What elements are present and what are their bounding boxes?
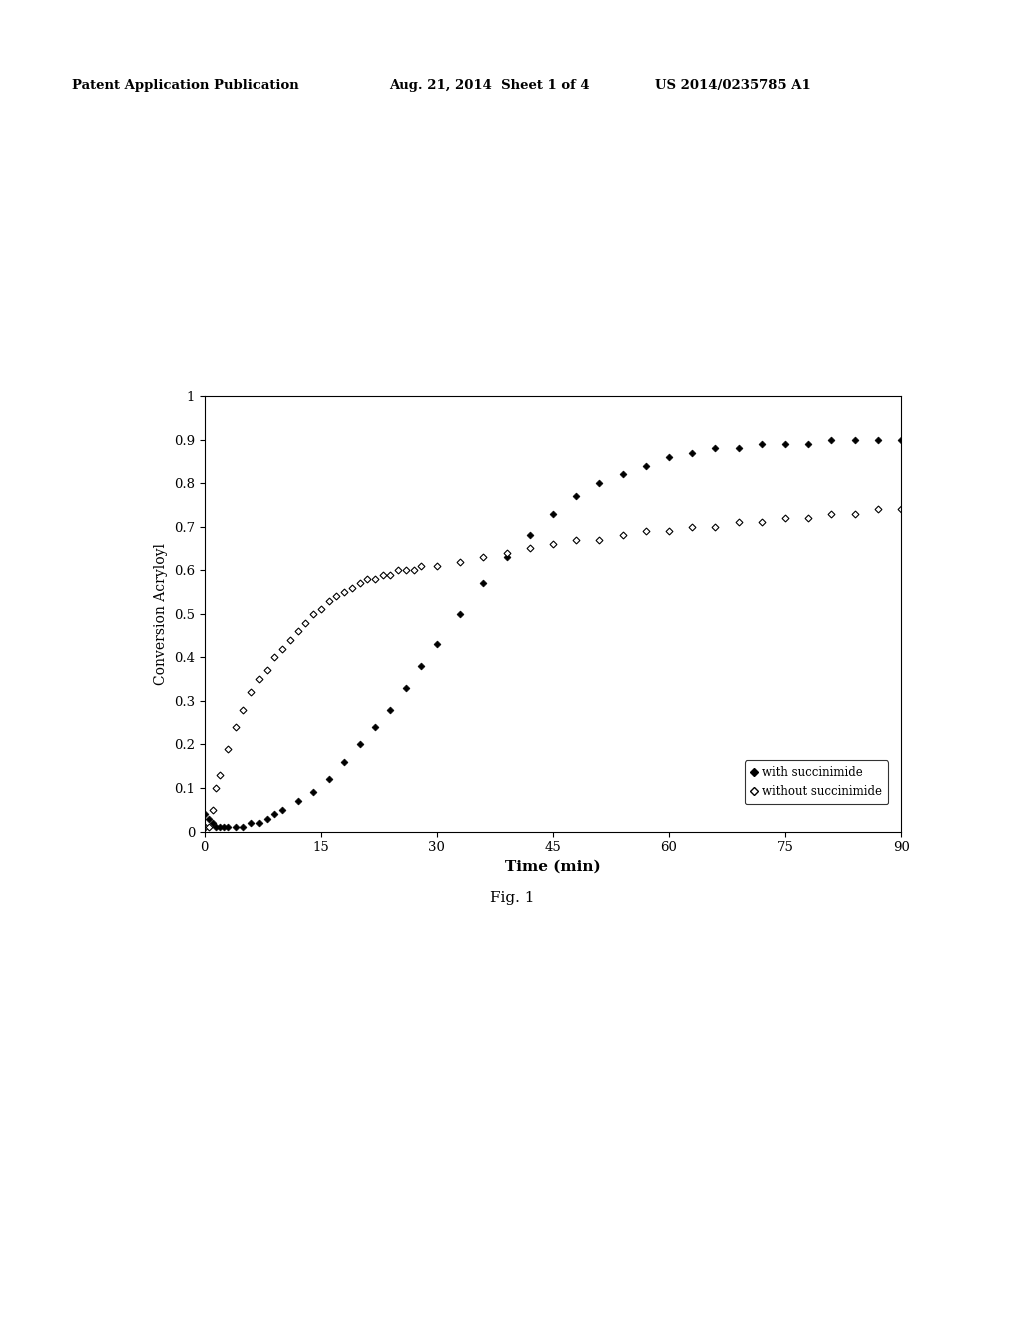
Text: US 2014/0235785 A1: US 2014/0235785 A1	[655, 79, 811, 92]
X-axis label: Time (min): Time (min)	[505, 859, 601, 874]
Text: Aug. 21, 2014  Sheet 1 of 4: Aug. 21, 2014 Sheet 1 of 4	[389, 79, 590, 92]
Y-axis label: Conversion Acryloyl: Conversion Acryloyl	[155, 543, 168, 685]
Text: Fig. 1: Fig. 1	[489, 891, 535, 906]
Text: Patent Application Publication: Patent Application Publication	[72, 79, 298, 92]
Legend: with succinimide, without succinimide: with succinimide, without succinimide	[744, 760, 888, 804]
